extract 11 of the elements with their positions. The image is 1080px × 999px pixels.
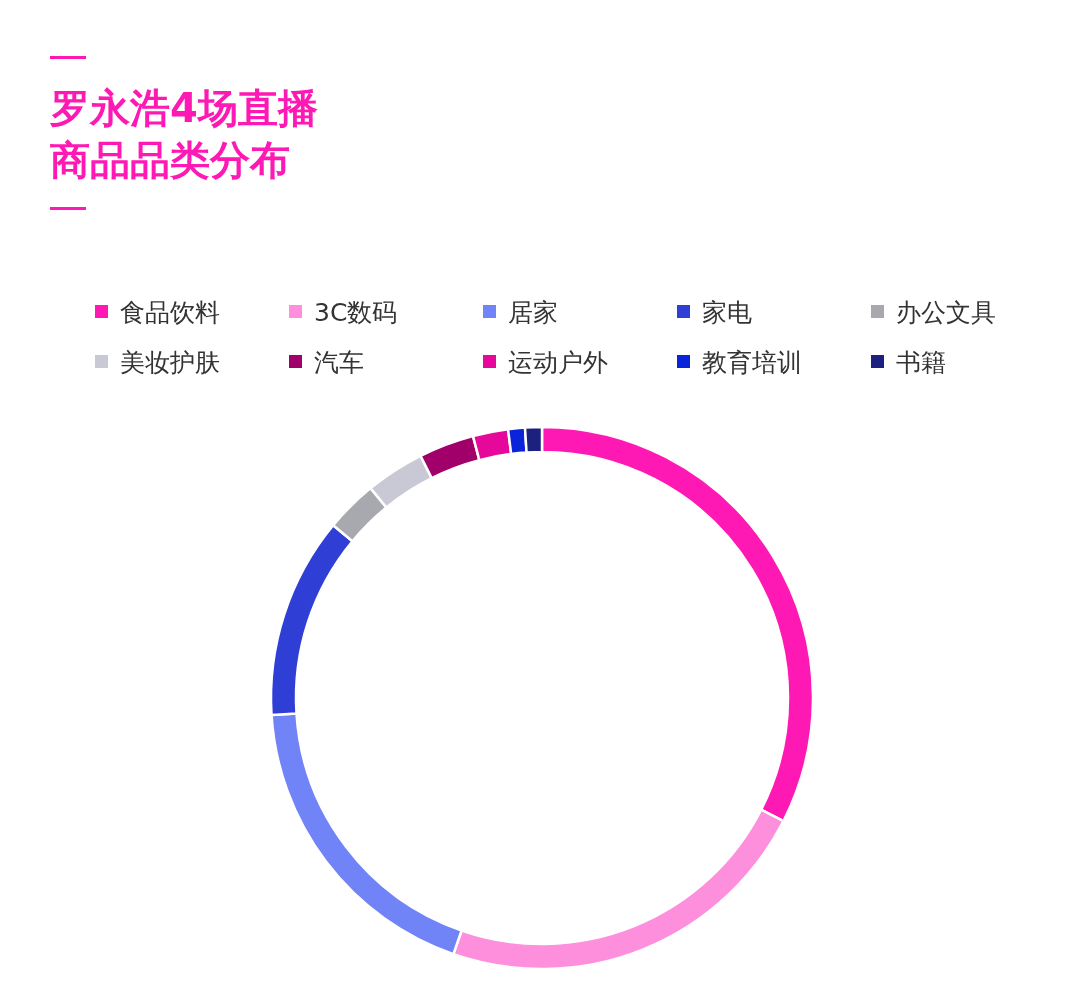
chart-title: 罗永浩4场直播商品品类分布: [49, 85, 318, 183]
legend-label: 3C数码: [314, 298, 398, 327]
legend-label: 教育培训: [702, 348, 802, 377]
legend-label: 办公文具: [896, 298, 996, 327]
legend-label: 运动户外: [508, 348, 608, 377]
legend-label: 居家: [508, 298, 558, 327]
legend-label: 美妆护肤: [120, 348, 220, 377]
legend-label: 食品饮料: [120, 298, 220, 327]
legend-label: 家电: [702, 298, 752, 327]
legend-label: 汽车: [314, 348, 364, 377]
legend-label: 书籍: [896, 348, 946, 377]
